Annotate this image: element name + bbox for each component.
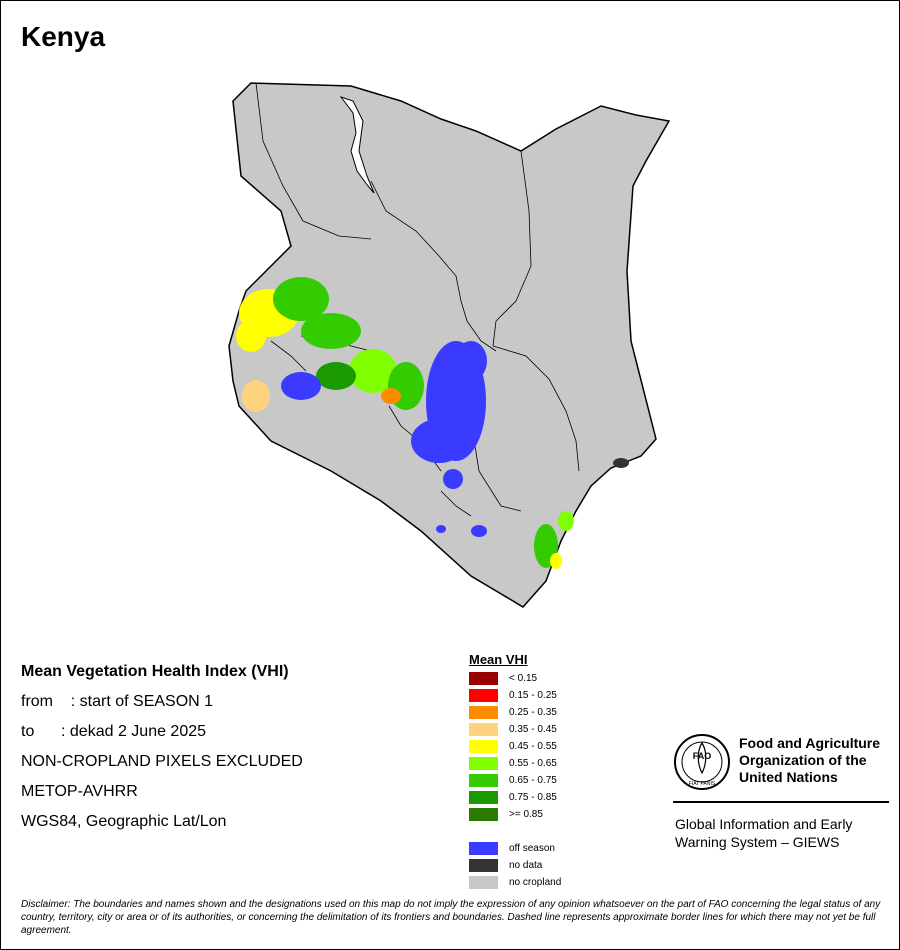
fao-name-line1: Food and Agriculture bbox=[739, 735, 881, 751]
sensor: METOP-AVHRR bbox=[21, 783, 138, 800]
country-title: Kenya bbox=[21, 21, 106, 52]
fao-logo: FAO FIAT PANIS bbox=[674, 734, 730, 790]
legend-swatch bbox=[469, 859, 498, 872]
giews-name: Global Information and Early Warning Sys… bbox=[675, 815, 891, 851]
index-title: Mean Vegetation Health Index (VHI) bbox=[21, 663, 289, 680]
legend-swatch bbox=[469, 672, 498, 685]
legend-title: Mean VHI bbox=[469, 652, 528, 667]
fao-name-line3: United Nations bbox=[739, 769, 838, 785]
legend-label: 0.15 - 0.25 bbox=[509, 690, 557, 701]
exclusion-note: NON-CROPLAND PIXELS EXCLUDED bbox=[21, 753, 303, 770]
legend-label: 0.35 - 0.45 bbox=[509, 724, 557, 735]
legend-item: no data bbox=[469, 857, 561, 874]
legend-item: 0.35 - 0.45 bbox=[469, 721, 561, 738]
legend-label: 0.65 - 0.75 bbox=[509, 775, 557, 786]
legend-label: no data bbox=[509, 860, 543, 871]
legend-swatch bbox=[469, 706, 498, 719]
disclaimer: Disclaimer: The boundaries and names sho… bbox=[21, 899, 881, 936]
legend-label: >= 0.85 bbox=[509, 809, 543, 820]
legend-label: 0.55 - 0.65 bbox=[509, 758, 557, 769]
fao-logo-motto: FIAT PANIS bbox=[689, 781, 716, 787]
period-from: from : start of SEASON 1 bbox=[21, 693, 214, 710]
legend: Mean VHI < 0.15 0.15 - 0.25 0.25 - 0.35 … bbox=[469, 652, 561, 891]
legend-item: 0.65 - 0.75 bbox=[469, 772, 561, 789]
legend-swatch bbox=[469, 689, 498, 702]
legend-item: 0.75 - 0.85 bbox=[469, 789, 561, 806]
legend-item: 0.55 - 0.65 bbox=[469, 755, 561, 772]
fao-name: Food and Agriculture Organization of the… bbox=[739, 735, 880, 786]
lake-turkana bbox=[339, 96, 375, 194]
legend-swatch bbox=[469, 740, 498, 753]
fao-logo-text: FAO bbox=[693, 751, 712, 761]
legend-swatch bbox=[469, 876, 498, 889]
legend-swatch bbox=[469, 791, 498, 804]
legend-item: no cropland bbox=[469, 874, 561, 891]
fao-name-line2: Organization of the bbox=[739, 752, 867, 768]
legend-swatch bbox=[469, 757, 498, 770]
divider bbox=[673, 801, 889, 803]
legend-swatch bbox=[469, 808, 498, 821]
legend-label: 0.25 - 0.35 bbox=[509, 707, 557, 718]
kenya-map bbox=[228, 82, 671, 608]
legend-item: >= 0.85 bbox=[469, 806, 561, 823]
legend-item: 0.15 - 0.25 bbox=[469, 687, 561, 704]
legend-swatch bbox=[469, 723, 498, 736]
legend-label: 0.45 - 0.55 bbox=[509, 741, 557, 752]
legend-label: 0.75 - 0.85 bbox=[509, 792, 557, 803]
projection: WGS84, Geographic Lat/Lon bbox=[21, 813, 227, 830]
legend-label: no cropland bbox=[509, 877, 562, 888]
giews-line1: Global Information and Early bbox=[675, 816, 853, 832]
map-info: Mean Vegetation Health Index (VHI) from … bbox=[21, 657, 303, 837]
legend-label: < 0.15 bbox=[509, 673, 538, 684]
legend-item: 0.25 - 0.35 bbox=[469, 704, 561, 721]
period-to: to : dekad 2 June 2025 bbox=[21, 723, 207, 740]
giews-line2: Warning System – GIEWS bbox=[675, 834, 840, 850]
legend-spacer bbox=[469, 823, 561, 840]
legend-label: off season bbox=[509, 843, 555, 854]
vhi-pixels bbox=[236, 277, 629, 569]
legend-item: < 0.15 bbox=[469, 670, 561, 687]
legend-item: 0.45 - 0.55 bbox=[469, 738, 561, 755]
legend-item: off season bbox=[469, 840, 561, 857]
legend-swatch bbox=[469, 774, 498, 787]
legend-swatch bbox=[469, 842, 498, 855]
